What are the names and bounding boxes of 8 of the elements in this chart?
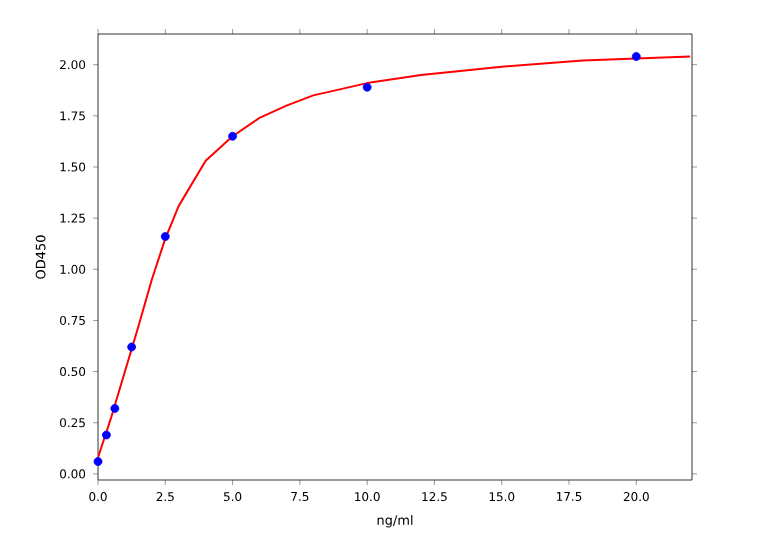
point [110, 404, 120, 413]
point [127, 342, 137, 352]
point [362, 82, 372, 92]
point [102, 430, 111, 440]
point [160, 232, 170, 241]
point [631, 52, 641, 61]
point [93, 457, 103, 466]
point [228, 131, 237, 141]
